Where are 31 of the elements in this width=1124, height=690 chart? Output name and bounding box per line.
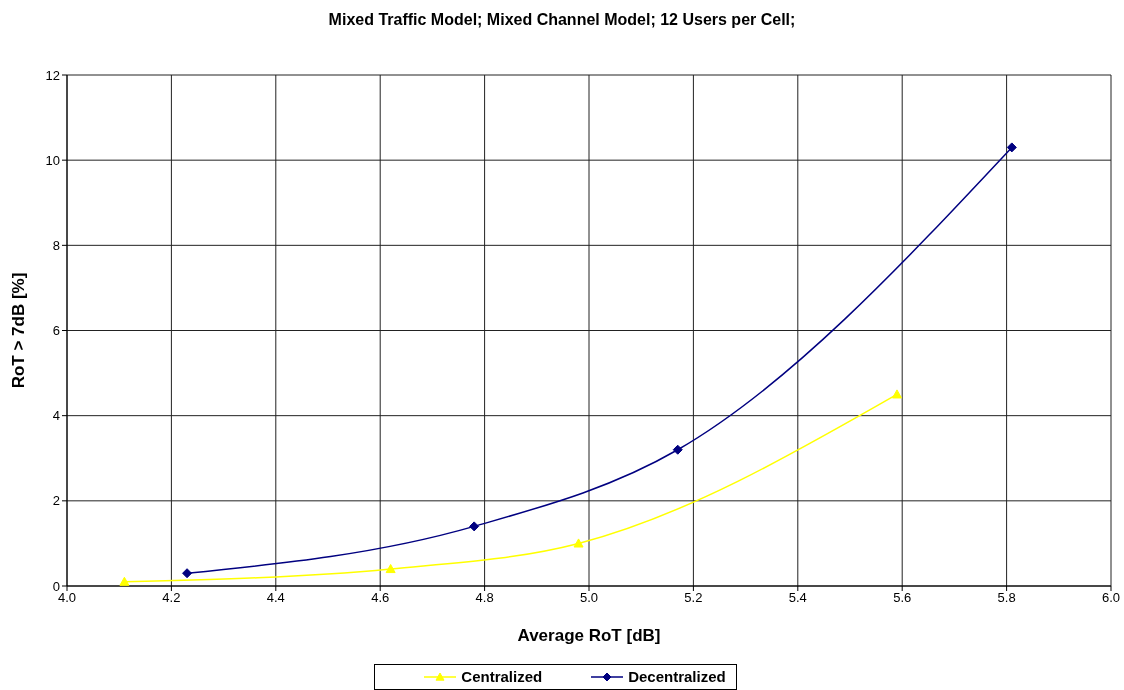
y-tick-label: 10 <box>45 152 60 168</box>
x-tick-label: 4.4 <box>266 590 285 606</box>
y-tick-label: 6 <box>52 323 60 339</box>
x-axis-title: Average RoT [dB] <box>517 626 661 645</box>
legend-label: Decentralized <box>628 668 726 685</box>
x-tick-label: 6.0 <box>1101 590 1121 606</box>
point <box>891 389 902 399</box>
y-tick-label: 0 <box>52 578 60 594</box>
point <box>385 563 396 574</box>
legend-label: Centralized <box>461 668 543 685</box>
point <box>182 568 193 579</box>
y-tick-label: 4 <box>52 408 60 424</box>
x-tick-label: 5.4 <box>788 590 807 606</box>
y-axis-title: RoT > 7dB [%] <box>9 272 28 389</box>
chart-title: Mixed Traffic Model; Mixed Channel Model; 12 Users per Cell; <box>327 11 797 29</box>
x-tick-label: 4.6 <box>371 590 390 606</box>
x-tick-label: 5.8 <box>997 590 1016 606</box>
x-tick-label: 5.0 <box>579 590 599 606</box>
x-tick-label: 5.2 <box>684 590 703 606</box>
y-tick-label: 8 <box>52 237 60 253</box>
point <box>119 576 130 586</box>
point <box>1006 142 1017 153</box>
point <box>672 444 683 455</box>
point <box>469 521 480 532</box>
x-tick-label: 5.6 <box>893 590 912 606</box>
x-tick-label: 4.2 <box>162 590 181 606</box>
x-tick-label: 4.0 <box>57 590 77 606</box>
x-tick-label: 4.8 <box>475 590 494 606</box>
y-tick-label: 2 <box>52 493 60 509</box>
y-tick-label: 12 <box>45 67 60 83</box>
point <box>573 538 584 548</box>
